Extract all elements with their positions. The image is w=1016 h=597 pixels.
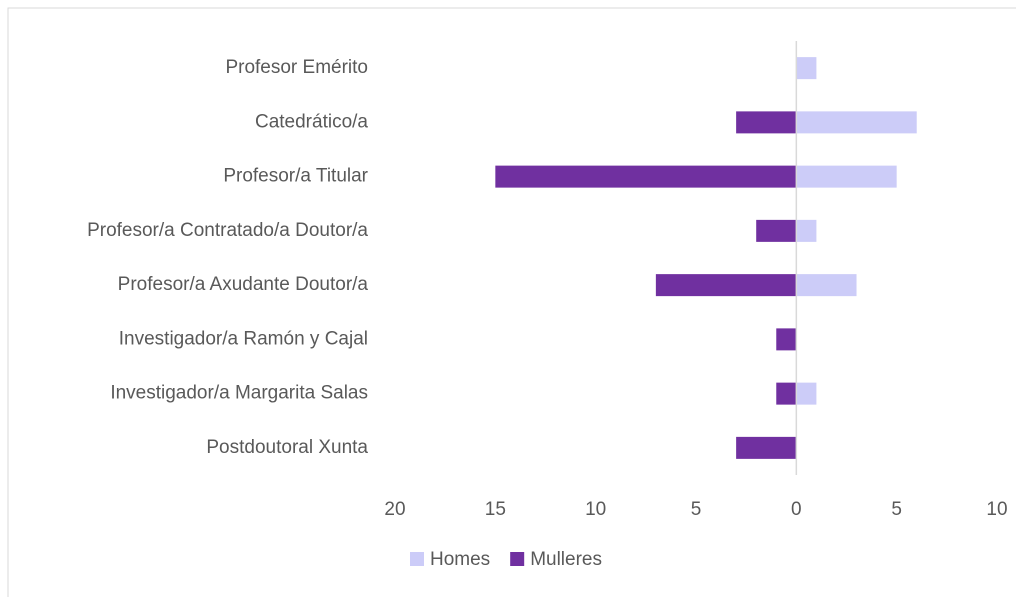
bar: [756, 219, 797, 242]
x-tick-label: 10: [986, 499, 1007, 520]
x-tick-label: 5: [691, 499, 702, 520]
bar: [736, 436, 797, 459]
y-tick-label: Postdoutoral Xunta: [206, 437, 368, 458]
x-tick-label: 0: [791, 499, 802, 520]
bar: [796, 165, 897, 188]
legend-swatch: [410, 552, 424, 566]
bar: [796, 382, 817, 405]
bar: [655, 274, 797, 297]
bar: [495, 165, 797, 188]
y-tick-label: Investigador/a Margarita Salas: [110, 383, 368, 404]
x-tick-label: 20: [384, 499, 405, 520]
y-tick-label: Profesor/a Contratado/a Doutor/a: [87, 220, 368, 241]
legend-label: Mulleres: [530, 549, 602, 570]
y-tick-label: Profesor/a Titular: [223, 166, 368, 187]
chart-frame: [7, 7, 1016, 597]
x-tick-label: 5: [891, 499, 902, 520]
y-tick-label: Catedrático/a: [255, 111, 368, 132]
y-tick-label: Profesor/a Axudante Doutor/a: [118, 274, 369, 295]
legend-swatch: [510, 552, 525, 566]
bar: [796, 219, 817, 242]
legend-label: Homes: [430, 549, 490, 570]
bar: [796, 57, 817, 80]
bar: [796, 274, 857, 297]
bar: [776, 382, 797, 405]
y-tick-label: Investigador/a Ramón y Cajal: [119, 328, 368, 349]
bar: [776, 328, 797, 351]
bar: [796, 111, 917, 134]
x-tick-label: 10: [585, 499, 606, 520]
bar: [736, 111, 797, 134]
x-tick-label: 15: [485, 499, 506, 520]
y-tick-label: Profesor Emérito: [225, 57, 368, 78]
